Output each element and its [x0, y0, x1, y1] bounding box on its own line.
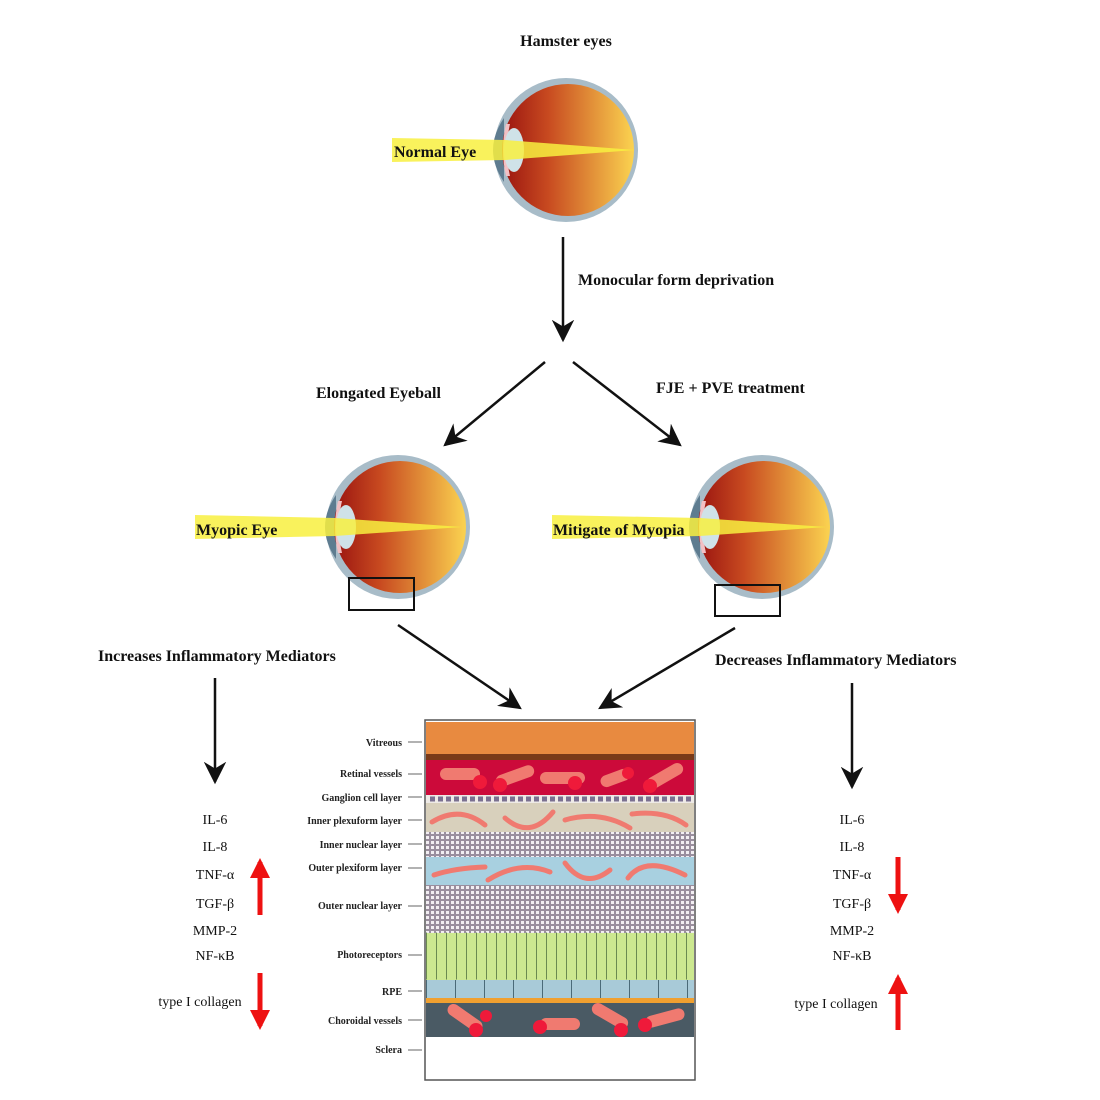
layer-label: Photoreceptors	[337, 950, 402, 961]
elongated-label: Elongated Eyeball	[316, 385, 441, 402]
light-beam	[392, 138, 635, 162]
mediator: NF-κB	[833, 949, 872, 964]
light-beam	[552, 515, 826, 539]
mediator: MMP-2	[830, 924, 874, 939]
mediator: IL-6	[840, 813, 865, 828]
mediator: IL-8	[840, 840, 865, 855]
layer-label: Sclera	[375, 1045, 402, 1056]
mediator: TGF-β	[196, 897, 234, 912]
layer-photoreceptors	[426, 933, 694, 980]
zoom-box	[348, 577, 415, 611]
arrow-to-retina-right	[598, 626, 736, 710]
layer-label: Retinal vessels	[340, 769, 402, 780]
light-beam	[195, 515, 462, 539]
title: Hamster eyes	[520, 33, 612, 50]
treatment-label: FJE + PVE treatment	[656, 380, 805, 397]
layer-labels: Vitreous Retinal vessels Ganglion cell l…	[307, 738, 422, 1056]
collagen-label: type I collagen	[158, 995, 241, 1010]
arrow-to-mitigate	[572, 361, 682, 447]
mediator: NF-κB	[196, 949, 235, 964]
arrow-to-retina-left	[397, 623, 522, 710]
retina-layers-panel: Vitreous Retinal vessels Ganglion cell l…	[307, 719, 696, 1081]
left-mediators: IL-6 IL-8 TNF-α TGF-β MMP-2 NF-κB type I…	[158, 813, 270, 1030]
layer-vitreous	[426, 722, 694, 756]
decreases-label: Decreases Inflammatory Mediators	[715, 652, 956, 669]
zoom-box	[714, 584, 781, 617]
increases-label: Increases Inflammatory Mediators	[98, 648, 336, 665]
deprivation-label: Monocular form deprivation	[578, 272, 774, 289]
myopic-eye: Myopic Eye	[195, 455, 470, 611]
normal-eye-label: Normal Eye	[394, 144, 476, 161]
layer-label: Choroidal vessels	[328, 1016, 402, 1027]
mitigate-eye-label: Mitigate of Myopia	[553, 522, 685, 539]
layer-label: Outer nuclear layer	[318, 901, 403, 912]
arrow-to-myopic	[443, 361, 546, 447]
layer-label: Outer plexiform layer	[308, 863, 402, 874]
mediator: MMP-2	[193, 924, 237, 939]
normal-eye: Normal Eye	[392, 78, 638, 222]
right-mediators: IL-6 IL-8 TNF-α TGF-β MMP-2 NF-κB type I…	[794, 813, 908, 1030]
layer-inner-nuclear	[426, 832, 694, 857]
layer-label: Ganglion cell layer	[321, 793, 402, 804]
layer-rpe	[426, 980, 694, 998]
layer-label: Inner plexuform layer	[307, 816, 402, 827]
myopic-eye-label: Myopic Eye	[196, 522, 277, 539]
mediator: TGF-β	[833, 897, 871, 912]
mediator: TNF-α	[196, 868, 235, 883]
collagen-label: type I collagen	[794, 997, 877, 1012]
layer-outer-nuclear	[426, 885, 694, 933]
mediator: TNF-α	[833, 868, 872, 883]
layer-label: RPE	[382, 987, 402, 998]
mediator: IL-6	[203, 813, 228, 828]
mediator: IL-8	[203, 840, 228, 855]
layer-outer-plexiform	[426, 857, 694, 885]
layer-label: Inner nuclear layer	[320, 840, 403, 851]
layer-label: Vitreous	[366, 738, 402, 749]
mitigate-eye: Mitigate of Myopia	[552, 455, 834, 617]
